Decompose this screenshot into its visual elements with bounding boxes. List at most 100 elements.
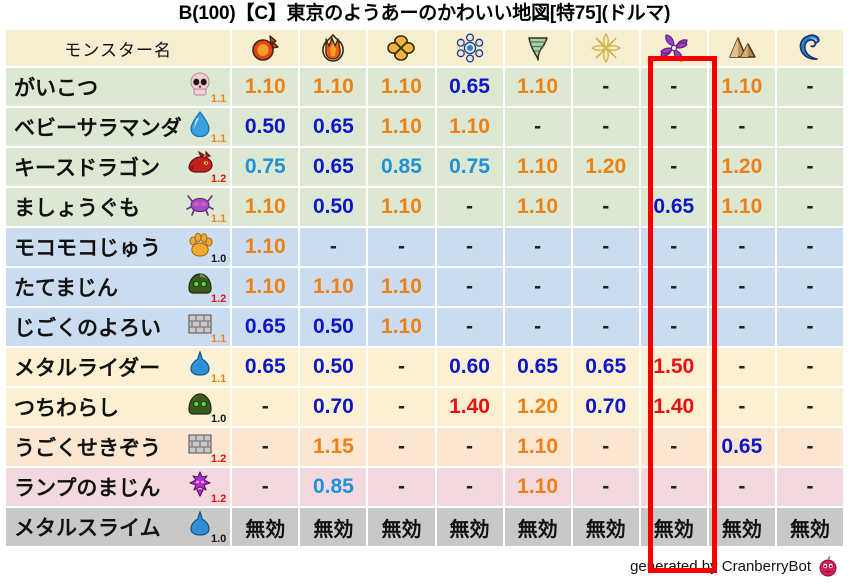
resistance-cell: 0.50 [300, 348, 367, 386]
monster-name-cell[interactable]: キースドラゴン 1.2 [6, 148, 231, 186]
monster-name-label: ましょうぐも [14, 197, 140, 220]
resistance-cell: 0.50 [300, 188, 367, 226]
monster-name-cell[interactable]: がいこつ 1.1 [6, 68, 231, 106]
resistance-cell: 1.10 [708, 68, 775, 106]
resistance-cell: 1.10 [368, 308, 435, 346]
blue-slime-icon [186, 510, 214, 538]
resistance-cell: - [640, 68, 707, 106]
resistance-cell: 無効 [572, 508, 639, 546]
monster-name-cell[interactable]: うごくせきぞう 1.2 [6, 428, 231, 466]
resistance-cell: - [640, 308, 707, 346]
resistance-cell: - [640, 148, 707, 186]
column-header-doruma[interactable] [640, 30, 707, 66]
table-row: うごくせきぞう 1.2-1.15- -1.10- -0.65- [6, 428, 843, 466]
resistance-cell: - [300, 228, 367, 266]
table-row: ベビーサラマンダ 1.1 0.50 0.65 1.10 1.10- - - - - [6, 108, 843, 146]
merazoma-wave-icon [795, 33, 825, 63]
resistance-cell: 1.10 [300, 68, 367, 106]
column-header-hyado[interactable] [436, 30, 503, 66]
monster-type-badge: 1.2 [184, 470, 226, 505]
resistance-cell: 1.10 [708, 188, 775, 226]
resistance-cell: 0.65 [300, 108, 367, 146]
resistance-cell: - [708, 348, 775, 386]
resistance-cell: - [368, 228, 435, 266]
resistance-cell: 0.65 [640, 188, 707, 226]
monster-name-cell[interactable]: ランプのまじん 1.2 [6, 468, 231, 506]
monster-multiplier: 1.0 [210, 413, 227, 425]
resistance-cell: 0.65 [572, 348, 639, 386]
resistance-cell: 無効 [436, 508, 503, 546]
table-header-row: モンスター名 [6, 30, 843, 66]
column-header-hyadaruko[interactable] [776, 30, 843, 66]
monster-name-cell[interactable]: モコモコじゅう 1.0 [6, 228, 231, 266]
monster-type-badge: 1.2 [184, 270, 226, 305]
resistance-cell: 0.65 [232, 348, 299, 386]
monster-name-cell[interactable]: たてまじん 1.2 [6, 268, 231, 306]
meragigade-fireball-icon [250, 33, 280, 63]
monster-name-label: メタルスライム [14, 517, 161, 540]
resistance-cell: - [572, 268, 639, 306]
column-header-gira[interactable] [300, 30, 367, 66]
resistance-cell: - [436, 188, 503, 226]
resistance-cell: - [640, 228, 707, 266]
io-explosion-icon [386, 33, 416, 63]
monster-name-label: モコモコじゅう [14, 237, 161, 260]
resistance-cell: 1.10 [504, 468, 571, 506]
resistance-cell: 1.10 [368, 188, 435, 226]
resistance-cell: - [368, 348, 435, 386]
column-header-bagi[interactable] [504, 30, 571, 66]
resistance-cell: 0.70 [572, 388, 639, 426]
doruma-dark-pinwheel-icon [659, 33, 689, 63]
monster-multiplier: 1.2 [210, 453, 227, 465]
resistance-cell: 1.40 [436, 388, 503, 426]
table-row: キースドラゴン 1.2 0.75 0.65 0.85 0.75 1.10 1.20-1.20- [6, 148, 843, 186]
jibaria-mountain-icon [727, 33, 757, 63]
resistance-cell: 0.75 [436, 148, 503, 186]
monster-type-badge: 1.1 [184, 310, 226, 345]
column-header-jibaria[interactable] [708, 30, 775, 66]
column-header-dein[interactable] [572, 30, 639, 66]
resistance-cell: 1.20 [572, 148, 639, 186]
blue-slime-icon [186, 350, 214, 378]
resistance-cell: 0.60 [436, 348, 503, 386]
monster-multiplier: 1.1 [210, 213, 227, 225]
resistance-cell: 無効 [640, 508, 707, 546]
resistance-cell: 無効 [776, 508, 843, 546]
resistance-cell: - [504, 228, 571, 266]
monster-name-cell[interactable]: ましょうぐも 1.1 [6, 188, 231, 226]
resistance-cell: - [776, 108, 843, 146]
paw-print-icon [186, 230, 214, 258]
resistance-cell: 0.85 [300, 468, 367, 506]
monster-name-cell[interactable]: つちわらし 1.0 [6, 388, 231, 426]
brick-wall-icon [186, 430, 214, 458]
column-header-mera[interactable] [232, 30, 299, 66]
resistance-cell: 0.65 [436, 68, 503, 106]
resistance-cell: - [368, 428, 435, 466]
table-row: ランプのまじん 1.2-0.85- -1.10- - - - [6, 468, 843, 506]
monster-name-cell[interactable]: じごくのよろい 1.1 [6, 308, 231, 346]
water-drop-icon [186, 110, 214, 138]
column-header-io[interactable] [368, 30, 435, 66]
resistance-cell: 0.65 [504, 348, 571, 386]
resistance-cell: - [368, 388, 435, 426]
resistance-cell: - [640, 268, 707, 306]
table-row: メタルスライム 1.0 無効 無効 無効 無効 無効 無効 無効 無効 無効 [6, 508, 843, 546]
resistance-cell: - [368, 468, 435, 506]
resistance-cell: 無効 [368, 508, 435, 546]
resistance-cell: - [232, 468, 299, 506]
resistance-cell: - [776, 188, 843, 226]
monster-name-header: モンスター名 [6, 30, 231, 66]
resistance-cell: - [232, 428, 299, 466]
resistance-table-wrap: モンスター名 [0, 28, 849, 573]
resistance-cell: 1.10 [504, 428, 571, 466]
monster-name-cell[interactable]: ベビーサラマンダ 1.1 [6, 108, 231, 146]
resistance-cell: 1.10 [504, 68, 571, 106]
resistance-cell: - [640, 428, 707, 466]
table-row: たてまじん 1.2 1.10 1.10 1.10- - - - - - [6, 268, 843, 306]
resistance-cell: 0.65 [232, 308, 299, 346]
monster-multiplier: 1.2 [210, 173, 227, 185]
monster-name-cell[interactable]: メタルスライム 1.0 [6, 508, 231, 546]
monster-name-label: がいこつ [14, 77, 98, 100]
monster-name-cell[interactable]: メタルライダー 1.1 [6, 348, 231, 386]
resistance-cell: 無効 [504, 508, 571, 546]
